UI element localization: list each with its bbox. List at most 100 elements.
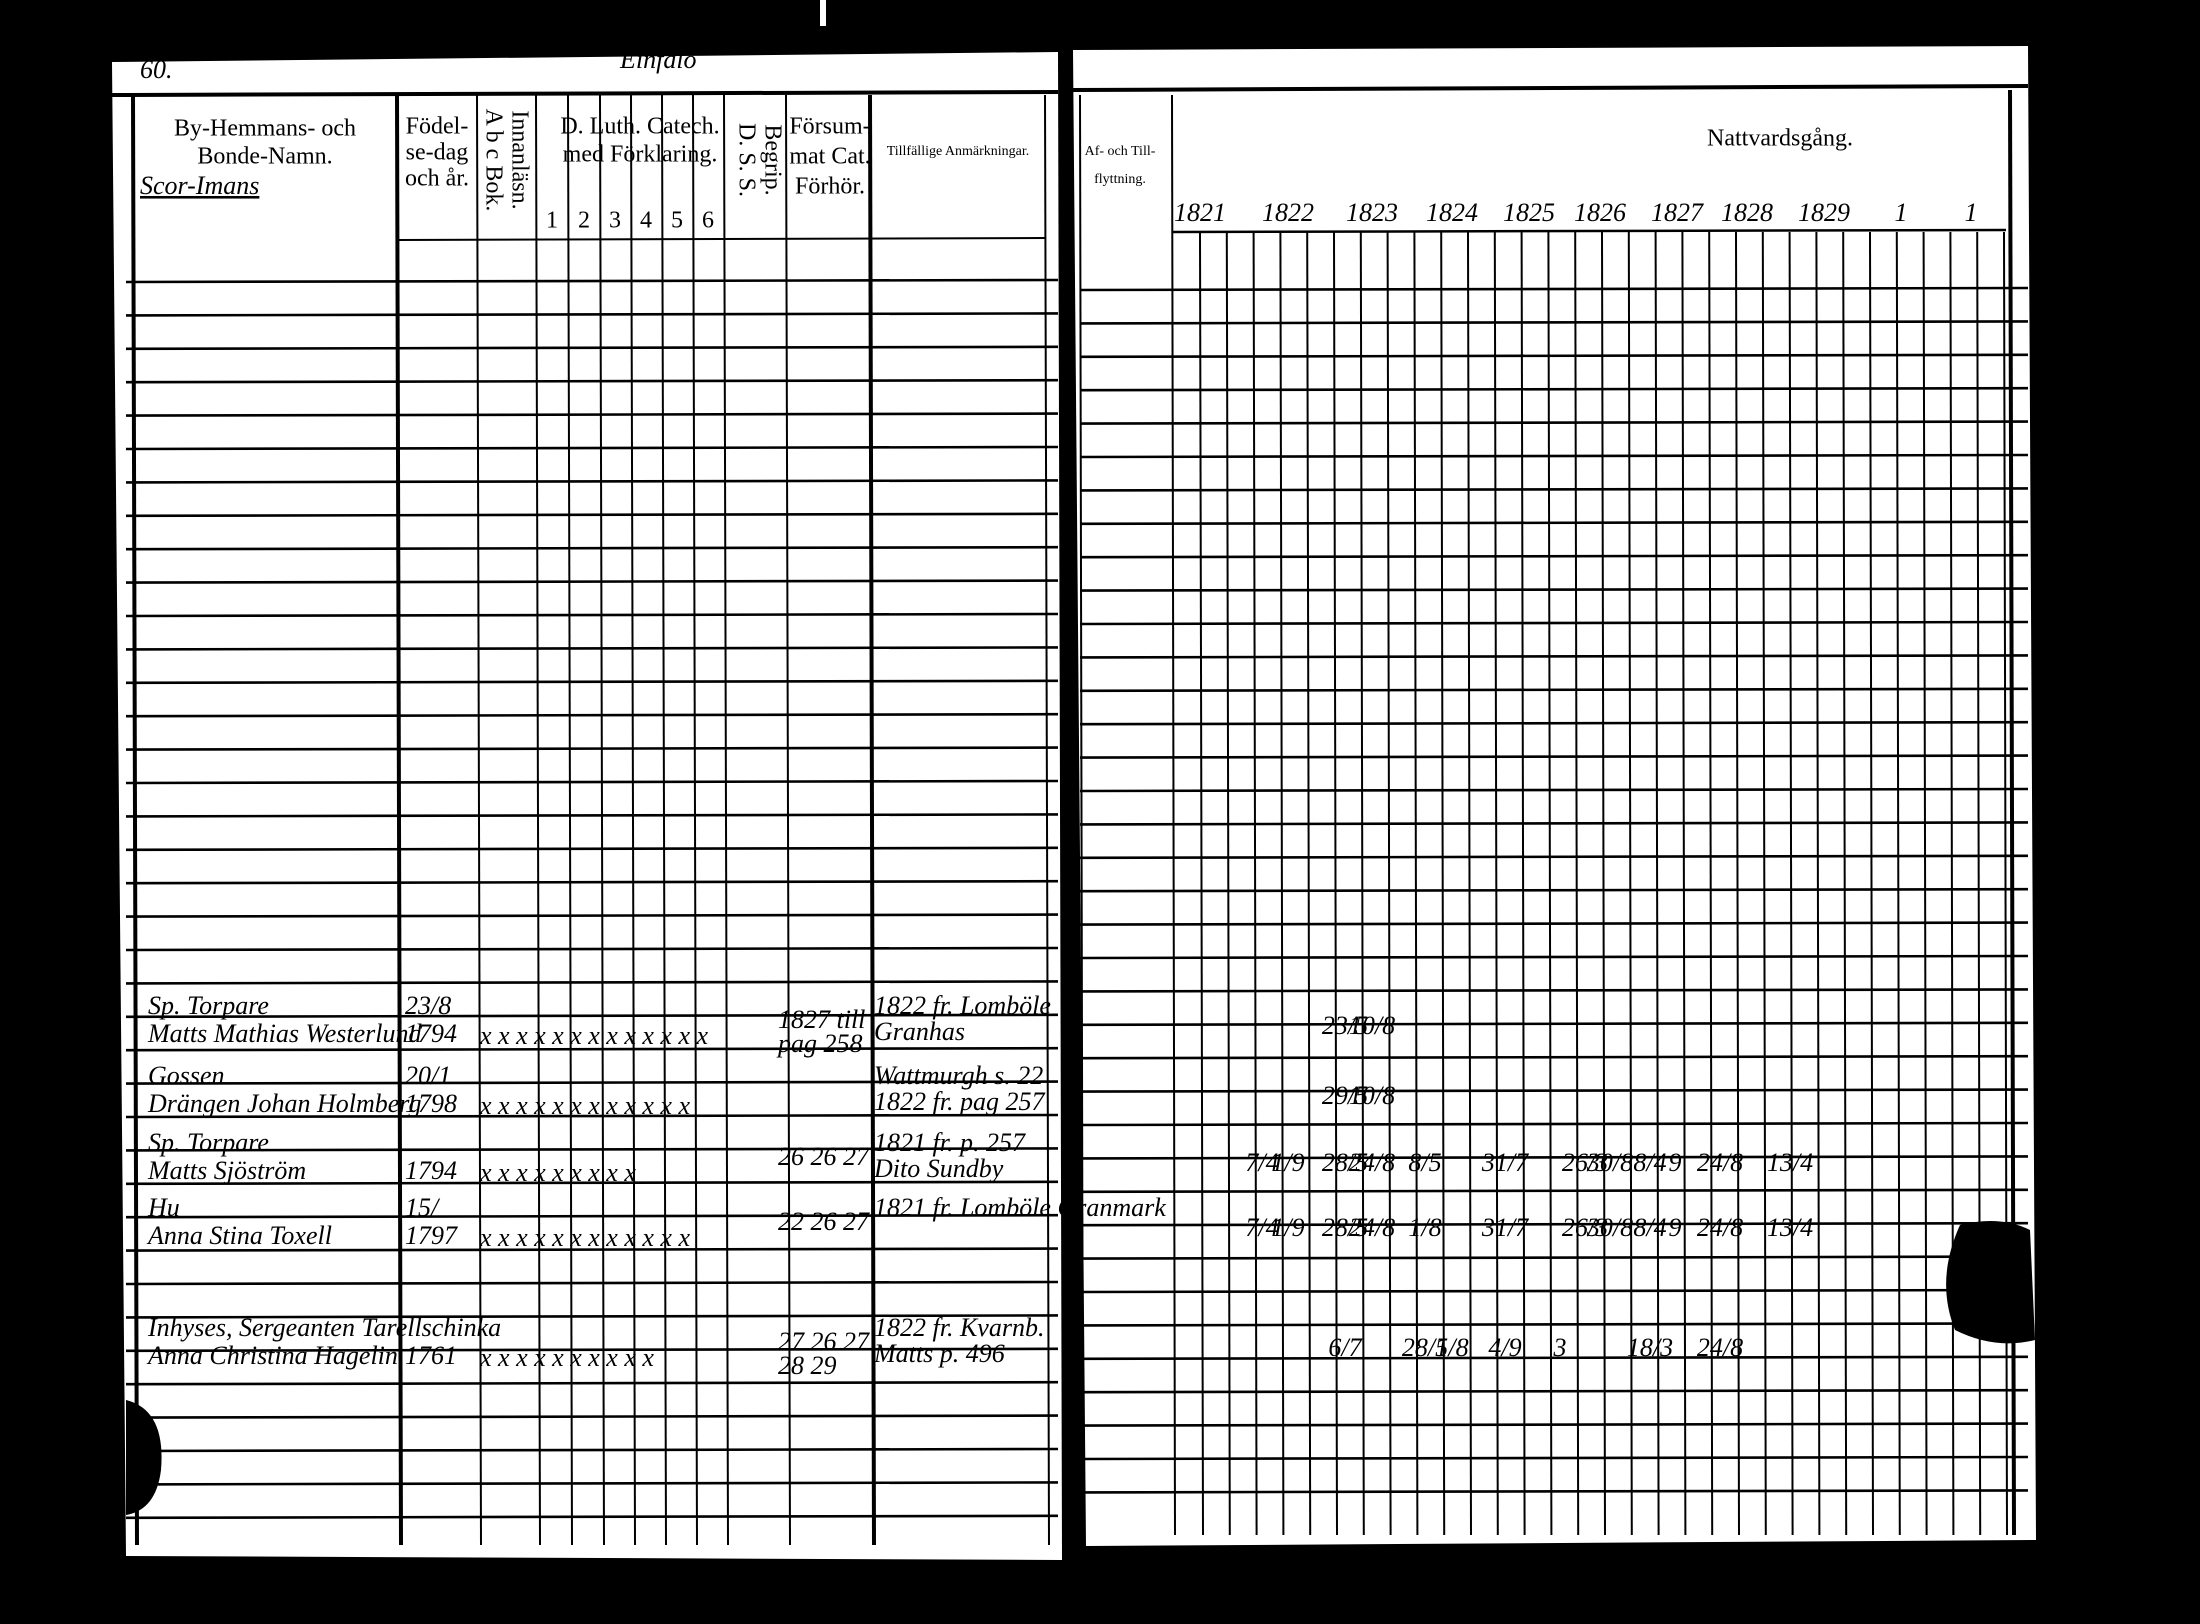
rule-line	[1079, 821, 2029, 826]
header-text: Nattvardsgång.	[1707, 126, 1853, 152]
header-text: mat Cat.	[789, 144, 870, 170]
ruling	[111, 84, 2029, 1546]
header-text: flyttning.	[1094, 172, 1146, 187]
birth-date: 15/	[405, 1193, 441, 1222]
note-text: 1822 fr. Lomböle	[874, 991, 1051, 1020]
note-text: 1821 fr. p. 257	[874, 1128, 1026, 1157]
birth-date: 1761	[405, 1341, 457, 1370]
rule-line	[125, 1414, 1059, 1419]
year-label: 1824	[1426, 198, 1478, 227]
rule-line	[1842, 231, 1848, 1536]
rule-line	[1079, 921, 2029, 926]
person-name: Anna Christina Hagelin	[146, 1341, 398, 1370]
rule-line	[1079, 1489, 2029, 1494]
year-label: 1829	[1798, 198, 1850, 227]
rule-line	[567, 94, 573, 1546]
rule-line	[1079, 1088, 2029, 1093]
note-text: 1822 fr. Kvarnb.	[874, 1313, 1044, 1342]
rule-line	[1079, 386, 2029, 392]
rule-line	[1079, 687, 2029, 693]
rule-line	[1735, 231, 1740, 1536]
communion-date: 31/7	[1481, 1213, 1529, 1242]
rule-line	[1306, 231, 1312, 1536]
rule-line	[1079, 1455, 2029, 1461]
binding-mark	[820, 0, 826, 26]
rule-line	[125, 779, 1059, 785]
rule-line	[1079, 720, 2029, 726]
rule-line	[1079, 1221, 2029, 1227]
rule-line	[1252, 231, 1258, 1536]
header-text: A b c Bok.	[480, 109, 506, 212]
year-label: 1	[1965, 198, 1978, 227]
reading-marks: x x x x x x x x x x	[479, 1343, 654, 1372]
header-text: Bonde-Namn.	[197, 144, 332, 170]
rule-line	[125, 1514, 1059, 1520]
birth-date: 1794	[405, 1156, 457, 1185]
rule-line	[1895, 231, 1901, 1536]
rule-line	[1079, 1155, 2029, 1160]
rule-line	[1079, 453, 2029, 459]
communion-date: 28/5	[1402, 1333, 1448, 1362]
rule-line	[125, 879, 1059, 885]
header-text: 6	[702, 208, 714, 234]
rule-line	[125, 1180, 1059, 1186]
rule-line	[1413, 231, 1419, 1536]
rule-line	[1079, 1388, 2029, 1394]
rule-line	[1079, 286, 2029, 292]
rule-line	[599, 94, 605, 1546]
communion-date: 8/4	[1633, 1148, 1666, 1177]
rule-line	[1079, 1021, 2029, 1027]
rule-line	[535, 94, 541, 1546]
rule-line	[1079, 553, 2029, 559]
communion-date: 26/3	[1562, 1213, 1608, 1242]
communion-date: 18/3	[1627, 1333, 1673, 1362]
communion-date: 30/8	[1586, 1148, 1633, 1177]
person-name: Matts Sjöström	[147, 1156, 306, 1185]
rule-line	[785, 94, 791, 1546]
rule-line	[1079, 620, 2029, 626]
rule-line	[125, 412, 1059, 417]
rule-line	[125, 1013, 1059, 1019]
rule-line	[1869, 231, 1874, 1536]
birth-date: 1797	[405, 1221, 458, 1250]
communion-date: 1/9	[1271, 1213, 1304, 1242]
rule-line	[125, 980, 1059, 985]
communion-date: 9	[1669, 1213, 1682, 1242]
rule-line	[1171, 94, 1176, 1536]
rule-line	[1079, 1422, 2029, 1427]
missed-text: 22 26 27	[778, 1207, 870, 1236]
rule-line	[1072, 84, 2029, 92]
rule-line	[1654, 231, 1660, 1536]
year-label: 1822	[1262, 198, 1314, 227]
rule-line	[1225, 231, 1231, 1536]
header-text: Försum-	[789, 114, 870, 140]
header-text: 4	[640, 208, 652, 234]
rule-line	[125, 1380, 1059, 1386]
rule-line	[692, 94, 698, 1546]
rule-line	[1079, 520, 2029, 526]
rule-line	[1079, 654, 2029, 659]
communion-date: 23/5	[1322, 1011, 1368, 1040]
header-text: Af- och Till-	[1085, 144, 1156, 159]
header-text: Begrip.	[759, 124, 785, 195]
note-text: Wattmurgh s. 22	[874, 1061, 1043, 1090]
rule-line	[125, 1113, 1059, 1119]
rule-line	[723, 94, 729, 1546]
header-text: Födel-	[406, 114, 469, 140]
communion-date: 24/8	[1349, 1213, 1395, 1242]
rule-line	[1079, 854, 2029, 860]
rule-line	[1520, 231, 1526, 1536]
rule-line	[125, 345, 1059, 351]
note-text: Dito Sundby	[873, 1154, 1004, 1183]
rule-line	[1079, 420, 2029, 425]
communion-date: 8/5	[1408, 1148, 1441, 1177]
rule-line	[1079, 954, 2029, 960]
rule-line	[125, 1147, 1059, 1152]
header-text: By-Hemmans- och	[174, 116, 356, 142]
rule-line	[125, 1213, 1059, 1219]
year-label: 1821	[1174, 198, 1226, 227]
header-text: 1	[546, 208, 558, 234]
rule-line	[1079, 353, 2029, 359]
rule-line	[661, 94, 667, 1546]
rule-line	[1079, 1188, 2029, 1194]
